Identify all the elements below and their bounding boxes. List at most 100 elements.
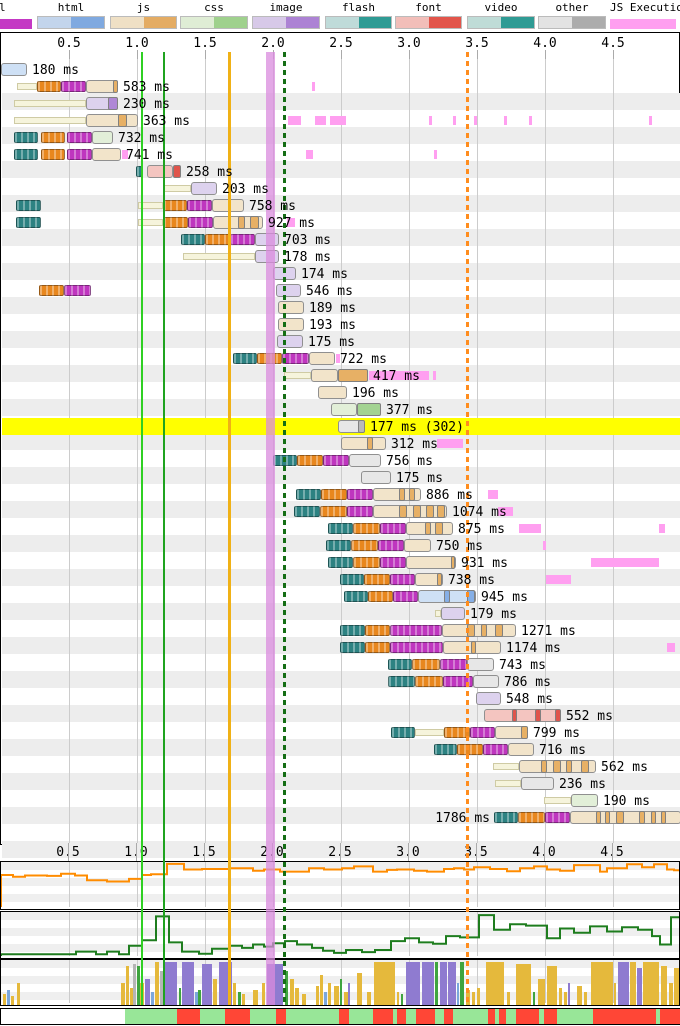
request-row[interactable]: 189 ms xyxy=(1,299,680,316)
legend-swatch xyxy=(467,16,535,29)
activity-bar xyxy=(661,966,667,1005)
request-row[interactable]: 175 ms xyxy=(1,333,680,350)
request-row[interactable]: 756 ms xyxy=(1,452,680,469)
interactive-segment-r xyxy=(660,1009,680,1024)
axis-tick-label: 4.0 xyxy=(533,36,557,51)
request-row[interactable]: 886 ms xyxy=(1,486,680,503)
axis-tick-label: 2.5 xyxy=(329,36,353,51)
activity-bar xyxy=(564,992,567,1005)
interactive-segment-r xyxy=(516,1009,539,1024)
request-row[interactable]: 258 ms xyxy=(1,163,680,180)
request-row[interactable]: 312 ms xyxy=(1,435,680,452)
js-execution-blob xyxy=(546,575,571,584)
request-row[interactable]: 1786 ms xyxy=(1,809,680,826)
request-row[interactable]: 190 ms xyxy=(1,792,680,809)
request-row[interactable]: 743 ms xyxy=(1,656,680,673)
segment-content-chunk xyxy=(338,369,368,382)
interactive-segment-r xyxy=(373,1009,393,1024)
js-execution-blob xyxy=(330,116,346,125)
request-row[interactable]: 1074 ms xyxy=(1,503,680,520)
segment-content-chunk xyxy=(357,403,381,416)
request-row[interactable]: 377 ms xyxy=(1,401,680,418)
request-row[interactable]: 732 ms xyxy=(1,129,680,146)
request-row[interactable]: 177 ms (302) xyxy=(1,418,680,435)
request-duration-label: 175 ms xyxy=(396,471,443,486)
request-row[interactable]: 417 ms xyxy=(1,367,680,384)
legend-swatch xyxy=(110,16,177,29)
request-row[interactable]: 799 ms xyxy=(1,724,680,741)
segment-connect xyxy=(41,132,65,143)
segment-content-chunk xyxy=(639,811,645,824)
request-duration-label: 546 ms xyxy=(306,284,353,299)
request-row[interactable]: 546 ms xyxy=(1,282,680,299)
request-row[interactable]: 738 ms xyxy=(1,571,680,588)
legend-swatch-dark xyxy=(358,17,391,28)
segment-ssl xyxy=(390,642,443,653)
request-row[interactable]: 1174 ms xyxy=(1,639,680,656)
legend-item-html: html xyxy=(37,0,105,30)
legend-swatch xyxy=(0,19,32,29)
gridline xyxy=(341,59,342,843)
request-duration-label: 743 ms xyxy=(499,658,546,673)
activity-bar xyxy=(591,962,613,1005)
activity-bar xyxy=(344,992,348,1005)
request-duration-label: 190 ms xyxy=(603,794,650,809)
legend-label: html xyxy=(57,1,85,14)
request-row[interactable]: 931 ms xyxy=(1,554,680,571)
request-row[interactable]: 552 ms xyxy=(1,707,680,724)
activity-bar xyxy=(507,992,510,1005)
request-row[interactable]: 196 ms xyxy=(1,384,680,401)
request-row[interactable]: 703 ms xyxy=(1,231,680,248)
request-row[interactable]: 193 ms xyxy=(1,316,680,333)
request-row[interactable]: 236 ms xyxy=(1,775,680,792)
request-row[interactable]: 1271 ms xyxy=(1,622,680,639)
segment-dns xyxy=(434,744,457,755)
request-row[interactable]: 562 ms xyxy=(1,758,680,775)
activity-bar xyxy=(324,992,327,1005)
legend-label: flash xyxy=(341,1,376,14)
request-row[interactable]: 945 ms xyxy=(1,588,680,605)
segment-content-chunk xyxy=(399,505,407,518)
request-row[interactable]: 548 ms xyxy=(1,690,680,707)
request-row[interactable]: 750 ms xyxy=(1,537,680,554)
request-duration-label: 703 ms xyxy=(284,233,331,248)
bandwidth-in-chart xyxy=(0,911,680,959)
interactive-segment-r xyxy=(499,1009,506,1024)
activity-bar xyxy=(618,962,629,1005)
request-row[interactable]: 583 ms xyxy=(1,78,680,95)
segment-wait xyxy=(415,729,444,736)
request-row[interactable]: 722 ms xyxy=(1,350,680,367)
request-row[interactable]: 875 ms xyxy=(1,520,680,537)
activity-bar xyxy=(290,979,294,1005)
request-row[interactable]: 927 ms xyxy=(1,214,680,231)
request-row[interactable]: 363 ms xyxy=(1,112,680,129)
request-row[interactable]: 175 ms xyxy=(1,469,680,486)
request-row[interactable]: 716 ms xyxy=(1,741,680,758)
legend-swatch xyxy=(610,19,676,29)
segment-wait xyxy=(14,100,86,107)
mime-type-legend: sl html js css image flash font video other JS Ex… xyxy=(0,0,680,30)
activity-bar xyxy=(17,983,20,1005)
activity-bar xyxy=(11,996,14,1005)
request-row[interactable]: 741 ms xyxy=(1,146,680,163)
js-execution-blob xyxy=(498,507,513,516)
activity-bar xyxy=(302,994,306,1005)
request-row[interactable]: 180 ms xyxy=(1,61,680,78)
gridline xyxy=(409,862,410,907)
segment-content-chunk xyxy=(471,641,476,654)
request-row[interactable]: 786 ms xyxy=(1,673,680,690)
segment-ssl xyxy=(64,285,91,296)
gridline xyxy=(137,912,138,956)
activity-bar xyxy=(472,992,475,1005)
gridline xyxy=(613,912,614,956)
activity-bar xyxy=(477,988,480,1005)
segment-dns xyxy=(16,200,41,211)
request-row[interactable]: 174 ms xyxy=(1,265,680,282)
request-row[interactable]: 230 ms xyxy=(1,95,680,112)
request-row[interactable]: 758 ms xyxy=(1,197,680,214)
request-duration-label: 189 ms xyxy=(309,301,356,316)
request-row[interactable]: 178 ms xyxy=(1,248,680,265)
request-row[interactable]: 179 ms xyxy=(1,605,680,622)
request-row[interactable]: 203 ms xyxy=(1,180,680,197)
